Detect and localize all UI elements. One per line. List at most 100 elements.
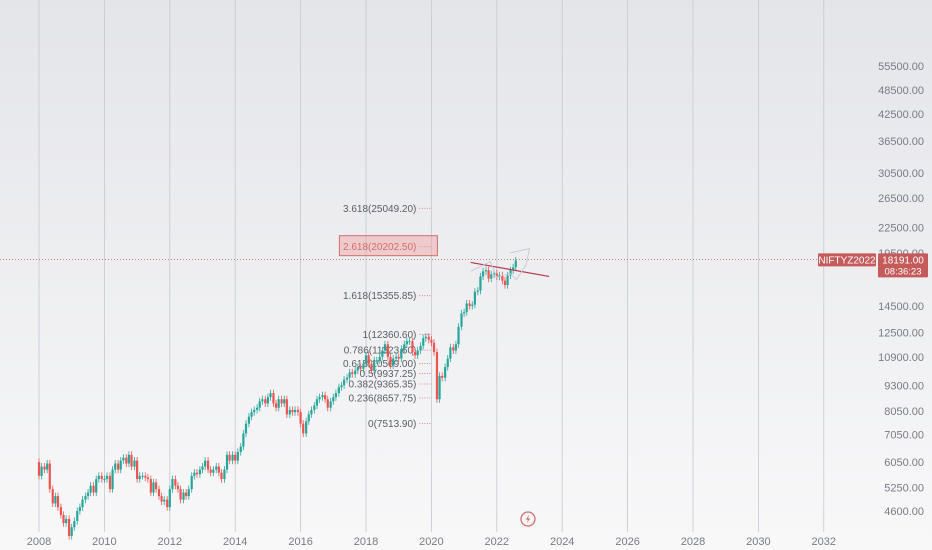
candle-body xyxy=(452,347,455,351)
candle-body xyxy=(400,348,403,359)
candle-body xyxy=(332,397,335,402)
candle-body xyxy=(392,358,395,366)
candle-body xyxy=(476,290,479,292)
candle-body xyxy=(195,472,199,475)
candle-body xyxy=(223,469,226,480)
candle-body xyxy=(220,472,223,480)
candle xyxy=(381,346,384,361)
candle-body xyxy=(269,393,272,398)
candle-body xyxy=(397,356,400,359)
candle xyxy=(204,457,207,471)
candle-body xyxy=(228,454,231,461)
fib-highlight-box xyxy=(338,235,438,257)
candle xyxy=(133,457,136,471)
candle-body xyxy=(419,345,422,351)
candle xyxy=(149,475,152,497)
candle xyxy=(367,351,370,368)
candle-body xyxy=(471,304,474,306)
candle-body xyxy=(512,267,515,271)
candle xyxy=(111,466,114,493)
candle xyxy=(206,457,210,474)
candle xyxy=(283,395,286,408)
candle-body xyxy=(280,399,283,404)
candle xyxy=(56,492,60,511)
y-tick-label: 30500.00 xyxy=(878,168,924,180)
x-tick-label: 2032 xyxy=(812,536,836,548)
x-tick-label: 2020 xyxy=(419,536,443,548)
candle xyxy=(403,340,406,353)
candle xyxy=(144,472,147,482)
price-tag-value: 18191.00 xyxy=(882,255,924,266)
y-tick-label: 14500.00 xyxy=(878,301,924,313)
candle xyxy=(342,376,346,389)
candle-body xyxy=(59,507,63,515)
bolt-icon[interactable] xyxy=(520,511,536,527)
candle-body xyxy=(378,356,381,361)
candle-body xyxy=(296,409,300,413)
candle xyxy=(258,397,261,412)
candle-body xyxy=(498,275,501,277)
candle-body xyxy=(274,403,278,408)
y-tick-label: 12500.00 xyxy=(878,327,924,339)
candle xyxy=(351,368,354,378)
candle xyxy=(46,460,49,474)
candle-body xyxy=(86,492,90,497)
candle xyxy=(479,272,482,295)
candle-body xyxy=(411,341,414,353)
candle-body xyxy=(250,412,253,417)
candle xyxy=(201,463,204,474)
candle-body xyxy=(354,370,357,375)
candle xyxy=(67,515,71,540)
candle-body xyxy=(127,454,131,464)
candle xyxy=(92,482,95,497)
candle xyxy=(362,360,365,373)
candle xyxy=(427,333,430,344)
candle-body xyxy=(457,326,460,345)
candle-body xyxy=(501,275,504,281)
candle xyxy=(318,393,321,403)
candle-body xyxy=(318,397,321,400)
y-tick-label: 4600.00 xyxy=(884,506,924,518)
candle xyxy=(176,482,180,493)
candle-body xyxy=(324,395,327,400)
candle-body xyxy=(97,475,100,480)
candle xyxy=(89,482,92,497)
candle xyxy=(198,466,201,478)
fib-level-label: 2.618(20202.50) xyxy=(343,242,416,253)
candle xyxy=(95,475,98,497)
candle-body xyxy=(261,399,264,402)
candle xyxy=(179,485,182,504)
candle-body xyxy=(258,401,261,408)
candle-body xyxy=(326,399,329,408)
candle xyxy=(293,406,297,416)
candle xyxy=(411,337,414,356)
candle xyxy=(239,442,242,456)
candle-body xyxy=(503,280,507,286)
candle xyxy=(449,343,452,363)
candle xyxy=(337,383,340,397)
y-tick-label: 5250.00 xyxy=(884,482,924,494)
candle-body xyxy=(225,454,229,470)
candle xyxy=(51,485,54,508)
candle-body xyxy=(342,379,346,386)
candle xyxy=(76,507,79,525)
candle xyxy=(40,463,43,480)
candle xyxy=(285,395,288,419)
x-tick-label: 2022 xyxy=(485,536,509,548)
y-tick-label: 36500.00 xyxy=(878,136,924,148)
candle xyxy=(217,463,220,477)
y-tick-label: 9300.00 xyxy=(884,380,924,392)
candle-body xyxy=(441,375,444,378)
candle-body xyxy=(185,492,188,497)
candle-body xyxy=(247,416,251,424)
trendline-group xyxy=(470,247,550,281)
candle xyxy=(86,489,90,500)
candle-body xyxy=(413,352,417,356)
candle-body xyxy=(370,363,373,371)
candle xyxy=(62,511,65,527)
candle-body xyxy=(160,496,163,502)
candle xyxy=(231,451,234,465)
candle-body xyxy=(136,460,139,480)
